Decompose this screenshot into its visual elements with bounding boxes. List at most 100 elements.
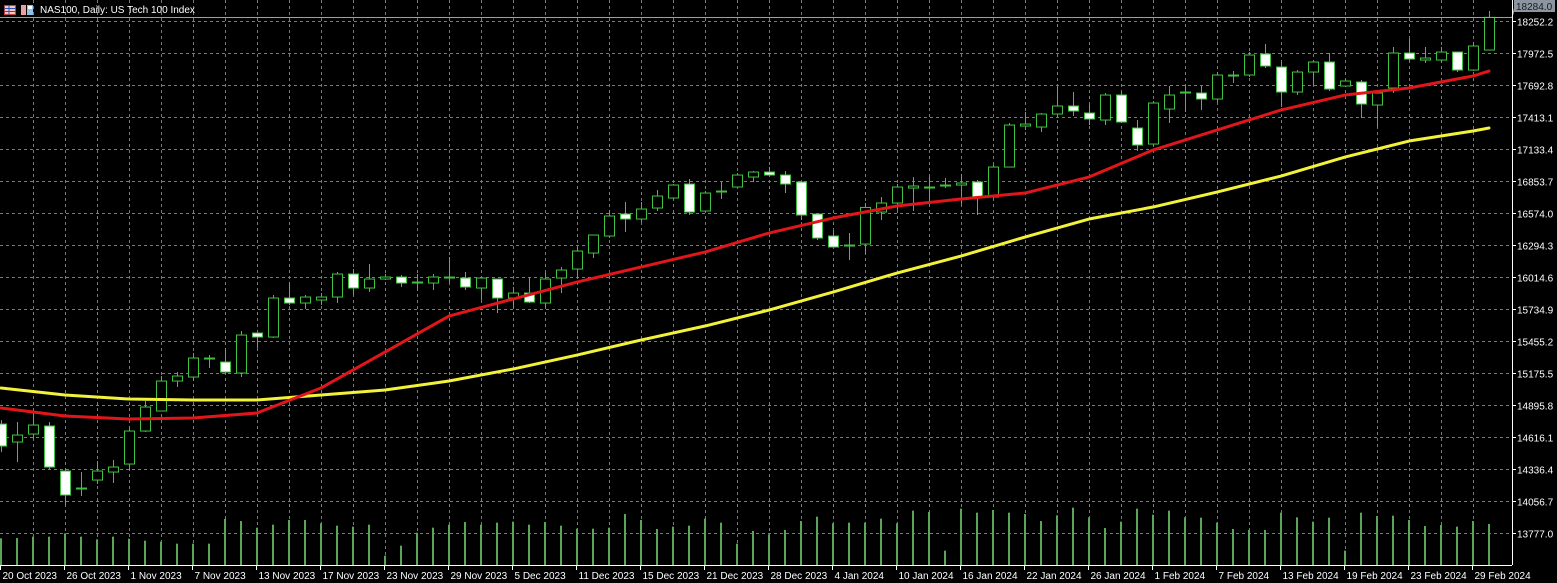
candle[interactable] bbox=[172, 372, 183, 388]
candle[interactable] bbox=[732, 173, 743, 188]
candle[interactable] bbox=[1468, 42, 1479, 72]
candle[interactable] bbox=[252, 332, 263, 349]
candle-body-bullish bbox=[1020, 123, 1031, 127]
candle[interactable] bbox=[1292, 70, 1303, 96]
candle[interactable] bbox=[748, 171, 759, 183]
candle[interactable] bbox=[940, 178, 951, 189]
candle[interactable] bbox=[588, 234, 599, 259]
candle[interactable] bbox=[140, 401, 151, 433]
candle[interactable] bbox=[76, 472, 87, 497]
candle[interactable] bbox=[620, 202, 631, 233]
candle[interactable] bbox=[1212, 72, 1223, 103]
candle-body-bearish bbox=[396, 276, 407, 284]
candle[interactable] bbox=[92, 461, 103, 485]
candle[interactable] bbox=[716, 182, 727, 200]
x-tick-label: 1 Nov 2023 bbox=[131, 571, 183, 582]
candle[interactable] bbox=[1036, 113, 1047, 133]
candle[interactable] bbox=[1404, 39, 1415, 62]
candle[interactable] bbox=[1164, 86, 1175, 124]
candle[interactable] bbox=[444, 257, 455, 284]
candle[interactable] bbox=[44, 422, 55, 470]
candle[interactable] bbox=[780, 171, 791, 194]
candle[interactable] bbox=[988, 165, 999, 199]
candle[interactable] bbox=[1484, 11, 1495, 51]
candle[interactable] bbox=[396, 275, 407, 288]
candle[interactable] bbox=[316, 293, 327, 306]
candle[interactable] bbox=[1356, 80, 1367, 119]
candle[interactable] bbox=[1228, 71, 1239, 84]
candle[interactable] bbox=[108, 460, 119, 484]
candle[interactable] bbox=[124, 428, 135, 471]
candle[interactable] bbox=[412, 274, 423, 291]
y-tick-label: 15734.9 bbox=[1517, 306, 1554, 317]
candle[interactable] bbox=[364, 264, 375, 293]
candle[interactable] bbox=[764, 167, 775, 177]
candle[interactable] bbox=[1388, 47, 1399, 94]
candle[interactable] bbox=[0, 420, 7, 453]
candle[interactable] bbox=[1004, 123, 1015, 168]
candle[interactable] bbox=[1148, 101, 1159, 147]
candle[interactable] bbox=[1372, 92, 1383, 128]
candle[interactable] bbox=[1116, 92, 1127, 124]
volume-bar bbox=[400, 545, 402, 565]
candle[interactable] bbox=[1276, 60, 1287, 108]
candle[interactable] bbox=[348, 269, 359, 296]
candle[interactable] bbox=[652, 190, 663, 212]
candle[interactable] bbox=[828, 231, 839, 248]
candle-body-bullish bbox=[716, 190, 727, 193]
candle[interactable] bbox=[1132, 120, 1143, 152]
candle[interactable] bbox=[556, 267, 567, 294]
candle[interactable] bbox=[428, 274, 439, 291]
candle[interactable] bbox=[236, 331, 247, 378]
candle[interactable] bbox=[60, 468, 71, 506]
candle[interactable] bbox=[1180, 85, 1191, 113]
candle[interactable] bbox=[1068, 92, 1079, 117]
candle[interactable] bbox=[572, 247, 583, 278]
candle[interactable] bbox=[300, 295, 311, 310]
candle[interactable] bbox=[1452, 51, 1463, 73]
candle[interactable] bbox=[924, 177, 935, 204]
candle[interactable] bbox=[188, 353, 199, 382]
candle[interactable] bbox=[1260, 44, 1271, 69]
x-tick-label: 7 Nov 2023 bbox=[195, 571, 247, 582]
candle[interactable] bbox=[604, 210, 615, 239]
candle[interactable] bbox=[1436, 47, 1447, 64]
candle[interactable] bbox=[28, 412, 39, 440]
candle[interactable] bbox=[332, 272, 343, 304]
candle[interactable] bbox=[1100, 93, 1111, 126]
candle[interactable] bbox=[524, 277, 535, 304]
candle[interactable] bbox=[796, 181, 807, 221]
candle[interactable] bbox=[1324, 53, 1335, 92]
candle[interactable] bbox=[1020, 112, 1031, 131]
candle[interactable] bbox=[156, 376, 167, 412]
candle[interactable] bbox=[700, 191, 711, 213]
candle[interactable] bbox=[476, 277, 487, 301]
candle[interactable] bbox=[812, 213, 823, 241]
candle[interactable] bbox=[1340, 79, 1351, 88]
volume-bar bbox=[1184, 517, 1186, 565]
candle[interactable] bbox=[668, 184, 679, 201]
x-tick-label: 20 Oct 2023 bbox=[3, 571, 58, 582]
candle[interactable] bbox=[1244, 52, 1255, 78]
candle[interactable] bbox=[844, 233, 855, 261]
candle[interactable] bbox=[1308, 60, 1319, 86]
candle[interactable] bbox=[492, 278, 503, 314]
candle[interactable] bbox=[220, 348, 231, 374]
candle[interactable] bbox=[204, 355, 215, 369]
candle[interactable] bbox=[1420, 47, 1431, 64]
candle[interactable] bbox=[380, 274, 391, 281]
volume-bar bbox=[1232, 529, 1234, 565]
candle-body-bullish bbox=[956, 182, 967, 186]
candle[interactable] bbox=[1084, 105, 1095, 126]
candle[interactable] bbox=[1196, 86, 1207, 111]
candle[interactable] bbox=[284, 282, 295, 306]
candle[interactable] bbox=[684, 179, 695, 216]
save-template-icon[interactable] bbox=[21, 5, 33, 15]
candle[interactable] bbox=[12, 422, 23, 463]
candle[interactable] bbox=[1052, 87, 1063, 118]
candle[interactable] bbox=[460, 272, 471, 291]
candle[interactable] bbox=[636, 202, 647, 223]
candle[interactable] bbox=[268, 295, 279, 339]
table-grid-icon[interactable] bbox=[4, 5, 16, 15]
